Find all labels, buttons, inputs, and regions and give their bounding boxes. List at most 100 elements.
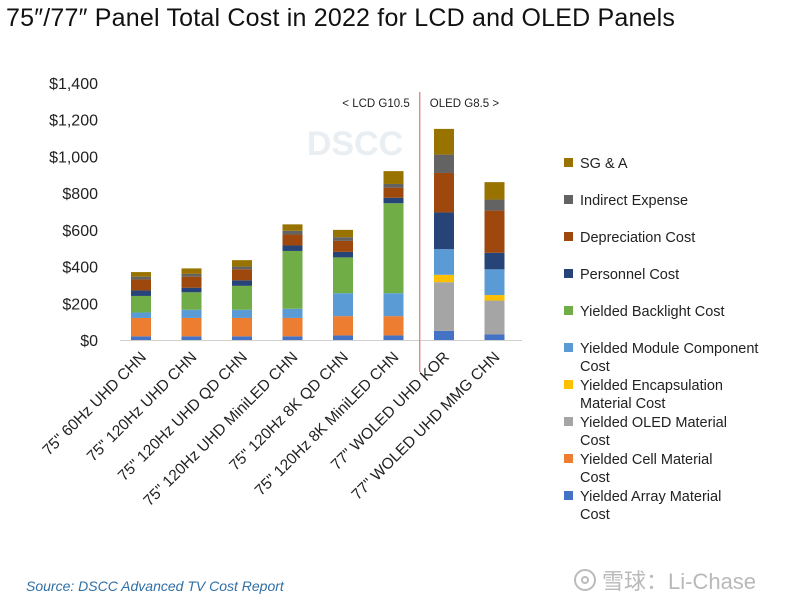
legend-swatch-depreciation-cost xyxy=(564,232,573,241)
bars xyxy=(131,128,505,340)
bar-segment-indirect-expense xyxy=(282,230,303,235)
bar-segment-yielded-backlight-cost xyxy=(282,250,303,309)
bar-segment-sg-a xyxy=(333,229,353,238)
legend-swatch-yielded-backlight-cost xyxy=(564,306,573,315)
legend-swatch-indirect-expense xyxy=(564,195,573,204)
snowball-icon xyxy=(574,569,596,591)
bar-segment-depreciation-cost xyxy=(484,210,505,253)
bar-segment-sg-a xyxy=(383,171,404,184)
bar-segment-yielded-backlight-cost xyxy=(131,295,151,313)
bar-segment-yielded-array-material-cost xyxy=(484,334,505,340)
bar-segment-depreciation-cost xyxy=(434,172,454,213)
bar-segment-yielded-array-material-cost xyxy=(232,336,252,340)
bar-segment-personnel-cost xyxy=(333,251,353,258)
bar-segment-sg-a xyxy=(434,128,454,155)
bar-segment-yielded-module-component-cost xyxy=(484,269,505,296)
bar-segment-sg-a xyxy=(181,268,202,274)
bar-segment-yielded-cell-material-cost xyxy=(181,317,202,337)
legend-swatch-yielded-oled-material-cost xyxy=(564,417,573,426)
legend-label-yielded-cell-material-cost: Yielded Cell Material Cost xyxy=(580,452,712,486)
bar-segment-yielded-oled-material-cost xyxy=(484,300,505,335)
bar-segment-indirect-expense xyxy=(434,154,454,173)
page-title: 75″/77″ Panel Total Cost in 2022 for LCD… xyxy=(6,4,676,32)
bar-segment-personnel-cost xyxy=(181,287,202,293)
bar-segment-yielded-module-component-cost xyxy=(383,293,404,317)
legend-label-sg-a: SG & A xyxy=(580,156,628,172)
legend-label-indirect-expense: Indirect Expense xyxy=(580,193,688,209)
legend: SG & A Indirect Expense Depreciation Cost P… xyxy=(564,156,758,523)
bar-segment-yielded-module-component-cost xyxy=(434,249,454,275)
legend-label-depreciation-cost: Depreciation Cost xyxy=(580,230,695,246)
bar-segment-depreciation-cost xyxy=(333,240,353,252)
bar-segment-yielded-cell-material-cost xyxy=(383,316,404,336)
bar-segment-depreciation-cost xyxy=(282,234,303,246)
bar-segment-yielded-backlight-cost xyxy=(232,285,252,310)
bar-segment-yielded-module-component-cost xyxy=(131,312,151,318)
legend-swatch-sg-a xyxy=(564,158,573,167)
lcd-region-label: < LCD G10.5 xyxy=(342,98,409,110)
bar-segment-personnel-cost xyxy=(131,290,151,296)
bar-segment-personnel-cost xyxy=(282,245,303,251)
legend-swatch-personnel-cost xyxy=(564,269,573,278)
legend-label-yielded-module-component-cost: Yielded Module Component Cost xyxy=(580,341,758,375)
bar-segment-indirect-expense xyxy=(383,183,404,188)
bar-segment-indirect-expense xyxy=(232,266,252,270)
bar-segment-yielded-array-material-cost xyxy=(181,336,202,340)
bar-segment-yielded-encapsulation-material-cost xyxy=(484,295,505,301)
bar-segment-personnel-cost xyxy=(434,212,454,250)
bar-segment-yielded-backlight-cost xyxy=(333,257,353,294)
oled-region-label: OLED G8.5 > xyxy=(430,98,500,110)
bar-segment-yielded-array-material-cost xyxy=(131,336,151,340)
legend-swatch-yielded-array-material-cost xyxy=(564,491,573,500)
bar-segment-yielded-oled-material-cost xyxy=(434,282,454,331)
bar-segment-yielded-cell-material-cost xyxy=(333,316,353,336)
y-tick-label: $800 xyxy=(62,186,98,203)
legend-label-yielded-oled-material-cost: Yielded OLED Material Cost xyxy=(580,415,727,449)
bar-segment-yielded-module-component-cost xyxy=(282,308,303,318)
legend-swatch-yielded-module-component-cost xyxy=(564,343,573,352)
y-tick-label: $1,000 xyxy=(49,149,98,166)
bar-segment-depreciation-cost xyxy=(131,279,151,291)
bar-segment-yielded-encapsulation-material-cost xyxy=(434,274,454,283)
bar-segment-yielded-cell-material-cost xyxy=(282,317,303,337)
legend-label-yielded-backlight-cost: Yielded Backlight Cost xyxy=(580,304,725,320)
region-annotations: < LCD G10.5 OLED G8.5 > xyxy=(342,92,499,372)
bar-segment-yielded-module-component-cost xyxy=(232,309,252,318)
y-tick-label: $600 xyxy=(62,223,98,240)
y-tick-label: $200 xyxy=(62,296,98,313)
bar-segment-yielded-backlight-cost xyxy=(181,292,202,310)
dscc-watermark: DSCC xyxy=(307,125,403,163)
bar-segment-personnel-cost xyxy=(484,252,505,270)
y-tick-label: $400 xyxy=(62,260,98,277)
bar-segment-indirect-expense xyxy=(181,273,202,277)
bar-segment-yielded-cell-material-cost xyxy=(232,317,252,337)
bar-segment-yielded-array-material-cost xyxy=(333,335,353,340)
legend-swatch-yielded-encapsulation-material-cost xyxy=(564,380,573,389)
legend-label-yielded-array-material-cost: Yielded Array Material Cost xyxy=(580,489,721,523)
bar-segment-sg-a xyxy=(232,260,252,267)
bar-segment-depreciation-cost xyxy=(383,187,404,198)
bar-segment-personnel-cost xyxy=(383,197,404,204)
bar-segment-depreciation-cost xyxy=(181,276,202,288)
bar-segment-yielded-backlight-cost xyxy=(383,203,404,294)
source-note: Source: DSCC Advanced TV Cost Report xyxy=(26,578,284,594)
y-axis: $0 $200 $400 $600 $800 $1,000 $1,200 $1,400 xyxy=(49,76,522,350)
legend-swatch-yielded-cell-material-cost xyxy=(564,454,573,463)
y-tick-label: $1,200 xyxy=(49,113,98,130)
bar-segment-indirect-expense xyxy=(333,237,353,241)
legend-label-personnel-cost: Personnel Cost xyxy=(580,267,679,283)
bar-segment-yielded-cell-material-cost xyxy=(131,317,151,337)
bar-segment-yielded-array-material-cost xyxy=(434,330,454,340)
legend-label-yielded-encapsulation-material-cost: Yielded Encapsulation Material Cost xyxy=(580,378,723,412)
bar-segment-indirect-expense xyxy=(484,199,505,211)
watermark: 雪球：Li-Chase xyxy=(574,564,756,596)
bar-segment-personnel-cost xyxy=(232,280,252,286)
bar-segment-sg-a xyxy=(131,272,151,277)
bar-segment-yielded-array-material-cost xyxy=(282,336,303,340)
bar-segment-indirect-expense xyxy=(131,276,151,280)
bar-segment-depreciation-cost xyxy=(232,269,252,281)
bar-segment-sg-a xyxy=(484,182,505,200)
bar-segment-yielded-module-component-cost xyxy=(181,309,202,318)
